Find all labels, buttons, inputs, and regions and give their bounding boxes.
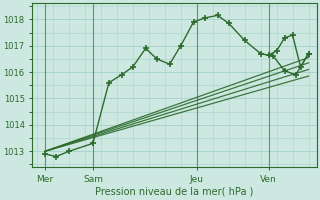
X-axis label: Pression niveau de la mer( hPa ): Pression niveau de la mer( hPa ) xyxy=(95,187,253,197)
